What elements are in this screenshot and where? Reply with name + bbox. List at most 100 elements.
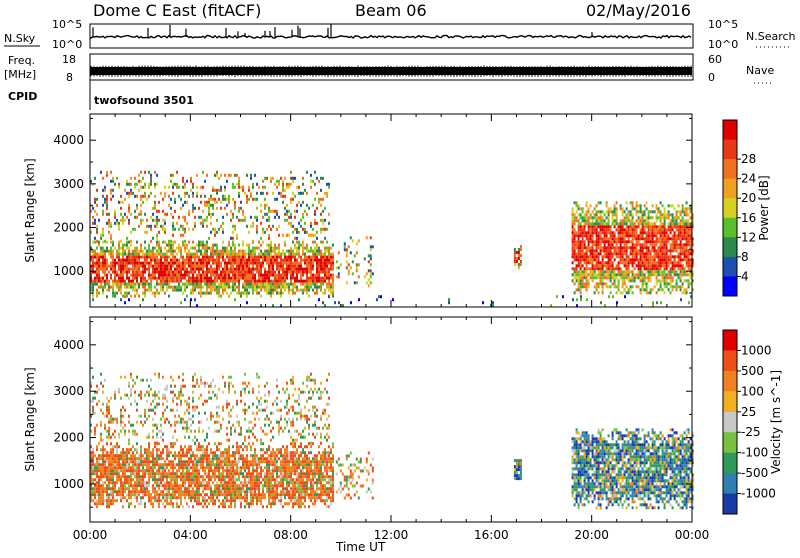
echo-cell <box>576 240 578 243</box>
echo-cell <box>204 259 206 262</box>
echo-cell <box>158 499 160 502</box>
echo-cell <box>246 286 248 289</box>
echo-cell <box>652 258 654 261</box>
echo-cell <box>668 270 670 273</box>
echo-cell <box>222 256 224 259</box>
echo-cell <box>282 180 284 183</box>
echo-cell <box>576 288 578 291</box>
echo-cell <box>192 286 194 289</box>
echo-cell <box>152 271 154 274</box>
echo-cell <box>572 261 574 264</box>
echo-cell <box>614 207 616 210</box>
echo-cell <box>668 222 670 225</box>
echo-cell <box>98 244 100 247</box>
echo-cell <box>264 177 266 180</box>
echo-cell <box>152 502 154 505</box>
echo-cell <box>100 247 102 250</box>
echo-cell <box>174 286 176 289</box>
echo-cell <box>170 445 172 448</box>
y-axis-title: Slant Range [km] <box>23 158 37 262</box>
echo-cell <box>590 237 592 240</box>
echo-cell <box>130 274 132 277</box>
echo-cell <box>670 249 672 252</box>
echo-cell <box>98 466 100 469</box>
echo-cell <box>220 186 222 189</box>
echo-cell <box>190 454 192 457</box>
echo-cell <box>332 256 334 259</box>
echo-cell <box>608 213 610 216</box>
echo-cell <box>604 222 606 225</box>
echo-cell <box>332 244 334 247</box>
echo-cell <box>596 240 598 243</box>
echo-cell <box>108 225 110 228</box>
echo-cell <box>134 271 136 274</box>
echo-cell <box>680 273 682 276</box>
echo-cell <box>658 216 660 219</box>
echo-cell <box>302 183 304 186</box>
echo-cell <box>106 277 108 280</box>
echo-cell <box>132 274 134 277</box>
echo-cell <box>148 253 150 256</box>
echo-cell <box>650 228 652 231</box>
echo-cell <box>102 177 104 180</box>
echo-cell <box>176 463 178 466</box>
echo-cell <box>140 451 142 454</box>
echo-cell <box>640 219 642 222</box>
echo-cell <box>346 281 348 284</box>
echo-cell <box>276 283 278 286</box>
echo-cell <box>184 271 186 274</box>
echo-cell <box>166 478 168 481</box>
echo-cell <box>278 253 280 256</box>
echo-cell <box>116 292 118 295</box>
echo-cell <box>194 499 196 502</box>
echo-cell <box>188 457 190 460</box>
echo-cell <box>288 271 290 274</box>
echo-cell <box>332 262 334 265</box>
echo-cell <box>680 252 682 255</box>
echo-cell <box>126 286 128 289</box>
echo-cell <box>184 298 186 301</box>
echo-cell <box>672 249 674 252</box>
echo-cell <box>188 448 190 451</box>
echo-cell <box>104 448 106 451</box>
echo-cell <box>652 267 654 270</box>
echo-cell <box>302 259 304 262</box>
echo-cell <box>268 207 270 210</box>
echo-cell <box>96 502 98 505</box>
echo-cell <box>250 192 252 195</box>
echo-cell <box>274 183 276 186</box>
echo-cell <box>256 216 258 219</box>
echo-cell <box>618 246 620 249</box>
echo-cell <box>610 210 612 213</box>
echo-cell <box>328 271 330 274</box>
echo-cell <box>96 198 98 201</box>
echo-cell <box>666 216 668 219</box>
echo-cell <box>258 265 260 268</box>
echo-cell <box>128 241 130 244</box>
echo-cell <box>186 295 188 298</box>
echo-cell <box>100 280 102 283</box>
echo-cell <box>668 228 670 231</box>
echo-cell <box>628 255 630 258</box>
echo-cell <box>306 192 308 195</box>
echo-cell <box>282 201 284 204</box>
echo-cell <box>152 268 154 271</box>
echo-cell <box>646 216 648 219</box>
echo-cell <box>640 216 642 219</box>
echo-cell <box>160 490 162 493</box>
echo-cell <box>682 210 684 213</box>
echo-cell <box>676 216 678 219</box>
echo-cell <box>104 490 106 493</box>
echo-cell <box>118 277 120 280</box>
echo-cell <box>682 237 684 240</box>
echo-cell <box>684 273 686 276</box>
echo-cell <box>96 277 98 280</box>
echo-cell <box>92 463 94 466</box>
echo-cell <box>260 210 262 213</box>
echo-cell <box>126 493 128 496</box>
echo-cell <box>584 213 586 216</box>
echo-cell <box>176 253 178 256</box>
echo-cell <box>130 466 132 469</box>
echo-cell <box>330 256 332 259</box>
